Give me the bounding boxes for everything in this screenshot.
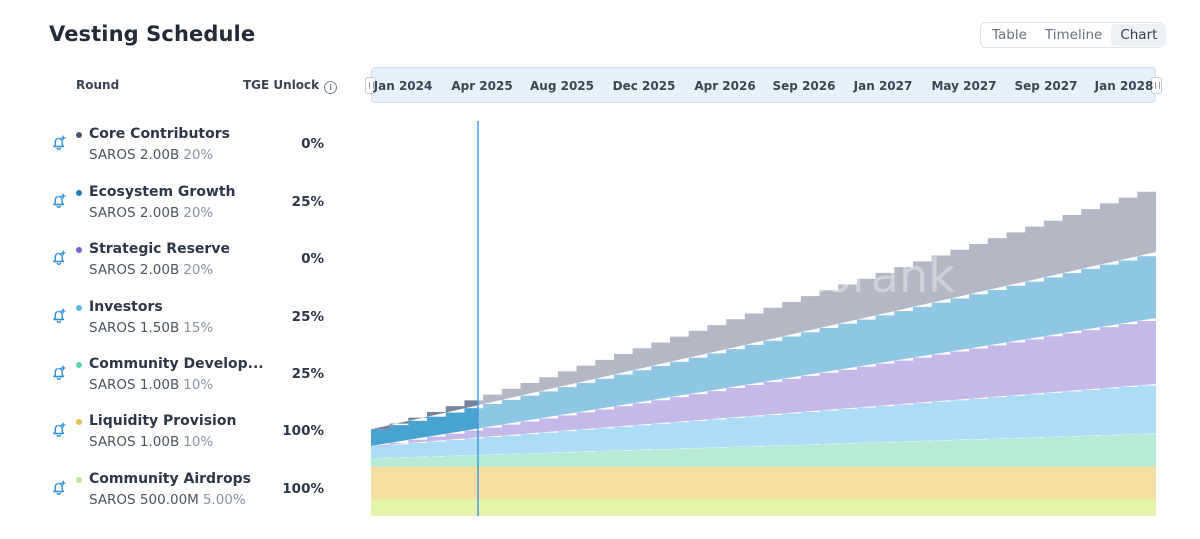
series-past-ecosystem-growth — [371, 408, 478, 446]
round-column-header: Round — [76, 78, 120, 92]
round-amount: SAROS 1.00B 10% — [89, 434, 213, 450]
chart-series-group — [371, 186, 1156, 516]
bell-plus-icon[interactable] — [50, 421, 68, 439]
round-row: Investors SAROS 1.50B 15% 25% — [0, 299, 340, 345]
series-color-dot — [76, 247, 82, 253]
timeline-label: Sep 2027 — [1014, 79, 1078, 93]
timeline-label: Aug 2025 — [530, 79, 594, 93]
page-title: Vesting Schedule — [49, 22, 256, 46]
round-name: Ecosystem Growth — [89, 184, 236, 200]
round-name: Core Contributors — [89, 126, 230, 142]
timeline-label: Jan 2028 — [1094, 79, 1154, 93]
series-past-community-airdrops — [371, 499, 478, 516]
series-area-community-airdrops[interactable] — [371, 499, 1156, 517]
round-amount-value: SAROS 2.00B — [89, 205, 180, 221]
bell-plus-icon[interactable] — [50, 192, 68, 210]
round-name: Community Develop... — [89, 356, 264, 372]
bell-plus-icon[interactable] — [50, 249, 68, 267]
timeline-label: Jan 2024 — [373, 79, 433, 93]
round-amount: SAROS 2.00B 20% — [89, 147, 213, 163]
round-share: 20% — [183, 147, 214, 163]
series-color-dot — [76, 132, 82, 138]
timeline-label: Sep 2026 — [772, 79, 836, 93]
series-area-core-contributors[interactable] — [371, 186, 1156, 430]
round-amount-value: SAROS 1.50B — [89, 320, 180, 336]
round-tge-unlock: 25% — [291, 194, 324, 210]
round-amount-value: SAROS 500.00M — [89, 492, 199, 508]
toggle-timeline[interactable]: Timeline — [1044, 27, 1103, 43]
round-row: Community Airdrops SAROS 500.00M 5.00% 100% — [0, 471, 340, 517]
range-end-handle[interactable] — [1151, 77, 1162, 94]
series-area-liquidity-provision[interactable] — [371, 466, 1156, 500]
round-amount: SAROS 1.00B 10% — [89, 377, 213, 393]
series-area-investors[interactable] — [371, 384, 1156, 459]
round-row: Liquidity Provision SAROS 1.00B 10% 100% — [0, 413, 340, 459]
series-past-investors — [371, 438, 478, 459]
timeline-label: Dec 2025 — [612, 79, 676, 93]
timeline-label: Jan 2027 — [853, 79, 913, 93]
series-area-ecosystem-growth[interactable] — [371, 252, 1156, 446]
round-amount-value: SAROS 2.00B — [89, 147, 180, 163]
range-start-handle[interactable] — [365, 77, 376, 94]
round-name: Investors — [89, 299, 163, 315]
series-color-dot — [76, 362, 82, 368]
timeline-slider[interactable]: Jan 2024 Apr 2025 Aug 2025 Dec 2025 Apr 2026… — [365, 67, 1162, 103]
timeline-label: May 2027 — [931, 79, 997, 93]
view-toggle: Table Timeline Chart — [980, 22, 1167, 48]
bell-plus-icon[interactable] — [50, 364, 68, 382]
round-amount: SAROS 500.00M 5.00% — [89, 492, 246, 508]
round-name: Community Airdrops — [89, 471, 251, 487]
round-share: 10% — [183, 377, 214, 393]
round-tge-unlock: 25% — [291, 309, 324, 325]
round-tge-unlock: 100% — [282, 481, 324, 497]
series-color-dot — [76, 419, 82, 425]
bell-plus-icon[interactable] — [50, 307, 68, 325]
round-tge-unlock: 100% — [282, 423, 324, 439]
round-amount: SAROS 2.00B 20% — [89, 205, 213, 221]
tge-column-header: TGE Unlock i — [243, 78, 338, 94]
round-share: 5.00% — [202, 492, 246, 508]
timeline-label: Apr 2025 — [451, 79, 513, 93]
watermark-logo: cryptorank — [705, 249, 955, 303]
round-amount-value: SAROS 2.00B — [89, 262, 180, 278]
round-row: Strategic Reserve SAROS 2.00B 20% 0% — [0, 241, 340, 287]
round-row: Community Develop... SAROS 1.00B 10% 25% — [0, 356, 340, 402]
series-past-liquidity-provision — [371, 466, 478, 500]
timeline-label: Apr 2026 — [694, 79, 756, 93]
round-tge-unlock: 0% — [301, 136, 324, 152]
bell-plus-icon[interactable] — [50, 479, 68, 497]
series-past-strategic-reserve — [371, 430, 478, 446]
round-row: Ecosystem Growth SAROS 2.00B 20% 25% — [0, 184, 340, 230]
info-icon[interactable]: i — [324, 81, 338, 94]
series-past-core-contributors — [371, 400, 478, 430]
round-amount: SAROS 2.00B 20% — [89, 262, 213, 278]
round-share: 20% — [183, 205, 214, 221]
round-name: Strategic Reserve — [89, 241, 230, 257]
toggle-table[interactable]: Table — [992, 27, 1027, 43]
round-amount: SAROS 1.50B 15% — [89, 320, 213, 336]
round-row: Core Contributors SAROS 2.00B 20% 0% — [0, 126, 340, 172]
round-share: 20% — [183, 262, 214, 278]
series-area-community-develop-[interactable] — [371, 433, 1156, 467]
round-tge-unlock: 0% — [301, 251, 324, 267]
round-share: 15% — [183, 320, 214, 336]
round-tge-unlock: 25% — [291, 366, 324, 382]
series-color-dot — [76, 477, 82, 483]
round-name: Liquidity Provision — [89, 413, 237, 429]
toggle-chart[interactable]: Chart — [1111, 24, 1167, 46]
round-amount-value: SAROS 1.00B — [89, 377, 180, 393]
tge-header-label: TGE Unlock — [243, 78, 320, 92]
round-share: 10% — [183, 434, 214, 450]
round-amount-value: SAROS 1.00B — [89, 434, 180, 450]
series-color-dot — [76, 305, 82, 311]
series-past-community-develop- — [371, 455, 478, 467]
series-color-dot — [76, 190, 82, 196]
bell-plus-icon[interactable] — [50, 134, 68, 152]
